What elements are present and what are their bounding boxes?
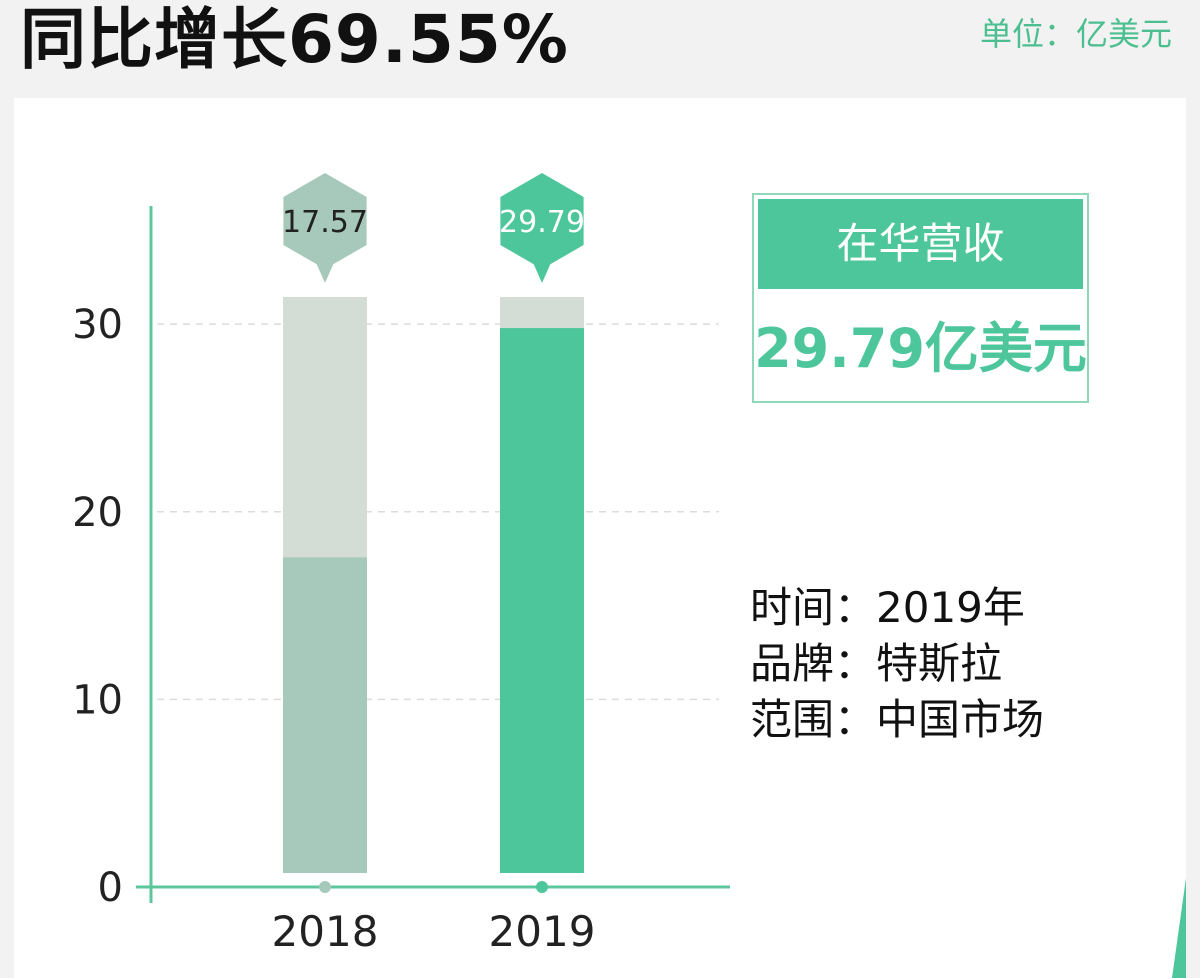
info-row-time: 时间：2019年 xyxy=(750,580,1044,636)
revenue-card-value: 29.79亿美元 xyxy=(754,317,1087,380)
bar-chart: 0 10 20 30 2018 17.57 2019 29.79 xyxy=(72,173,730,956)
y-tick-label: 20 xyxy=(72,490,123,536)
info-value: 特斯拉 xyxy=(876,639,1003,688)
info-list: 时间：2019年 品牌：特斯拉 范围：中国市场 xyxy=(750,580,1044,748)
info-label: 品牌： xyxy=(750,639,877,688)
revenue-card-title: 在华营收 xyxy=(758,199,1083,289)
info-label: 时间： xyxy=(750,583,877,632)
value-bubble-pointer xyxy=(315,260,335,283)
bar xyxy=(283,557,367,873)
y-tick-label: 10 xyxy=(72,677,123,723)
revenue-card: 在华营收 29.79亿美元 xyxy=(752,193,1089,403)
y-tick-label: 30 xyxy=(72,302,123,348)
info-row-brand: 品牌：特斯拉 xyxy=(750,636,1044,692)
info-row-scope: 范围：中国市场 xyxy=(750,692,1044,748)
info-label: 范围： xyxy=(750,695,877,744)
value-bubble xyxy=(283,173,367,269)
x-axis-dot xyxy=(536,881,548,893)
corner-accent xyxy=(1172,878,1186,978)
unit-label: 单位：亿美元 xyxy=(979,15,1172,53)
data-label: 29.79 xyxy=(499,205,585,240)
headline: 同比增长69.55% xyxy=(20,1,569,78)
data-label: 17.57 xyxy=(282,205,368,240)
info-value: 2019年 xyxy=(876,583,1025,632)
x-axis-dot xyxy=(319,881,331,893)
x-tick-label: 2018 xyxy=(272,907,379,956)
value-bubble-pointer xyxy=(532,260,552,283)
value-bubble xyxy=(500,173,584,269)
bar xyxy=(500,328,584,873)
chart-panel: 0 10 20 30 2018 17.57 2019 29.79 在华营收 29.79亿美元 … xyxy=(14,98,1186,978)
info-value: 中国市场 xyxy=(876,695,1045,744)
y-tick-label: 0 xyxy=(98,865,123,911)
x-tick-label: 2019 xyxy=(489,907,596,956)
